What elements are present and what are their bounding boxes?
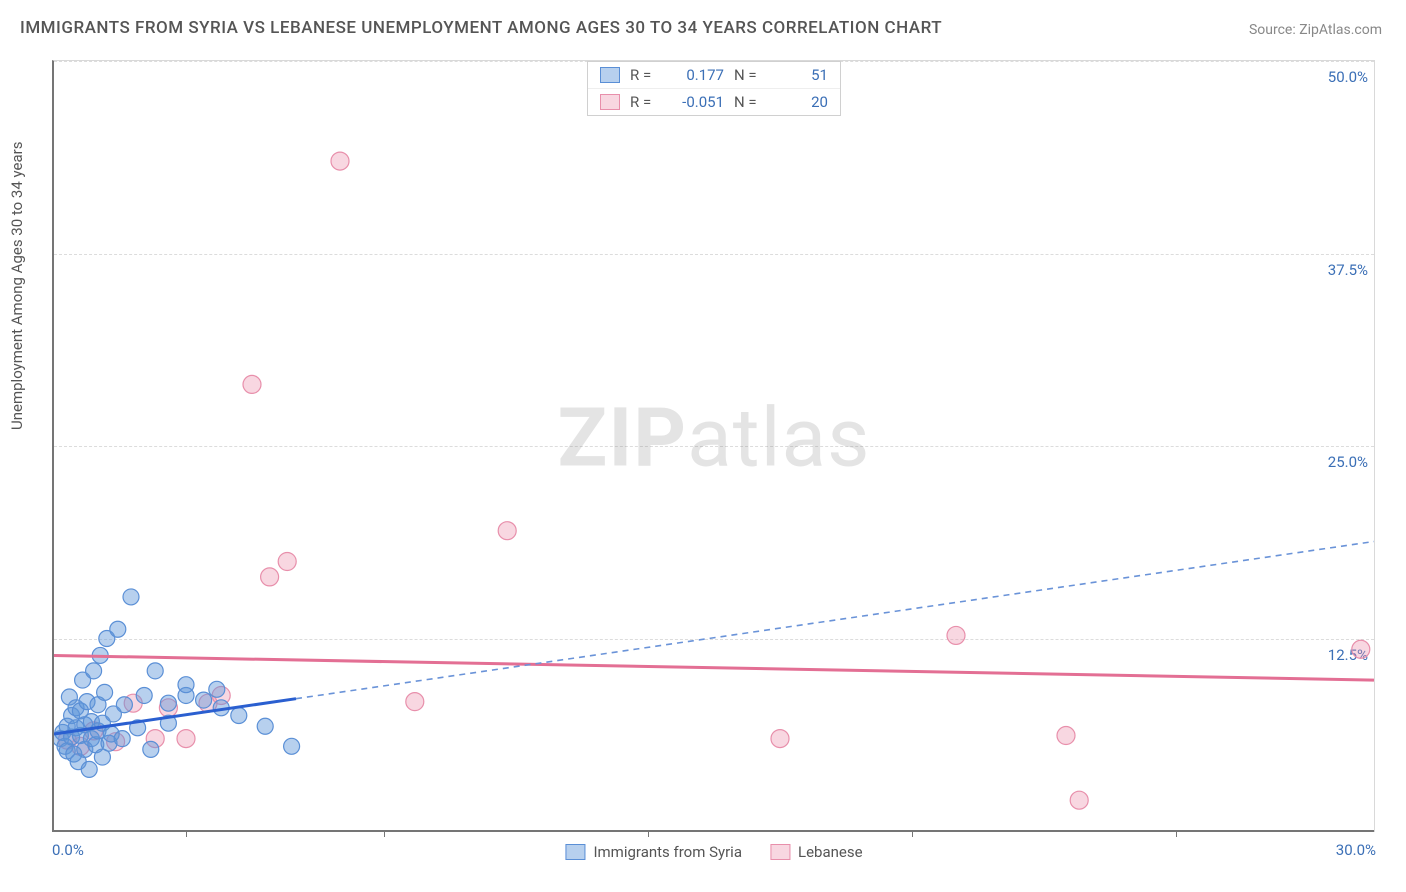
- x-tick: [186, 831, 187, 837]
- x-tick: [912, 831, 913, 837]
- series-legend: Immigrants from Syria Lebanese: [565, 843, 862, 861]
- legend-item-1: Immigrants from Syria: [565, 843, 742, 861]
- chart-title: IMMIGRANTS FROM SYRIA VS LEBANESE UNEMPL…: [20, 18, 942, 38]
- swatch-series-1: [600, 67, 620, 83]
- n-value-2: 20: [772, 93, 828, 111]
- correlation-legend: R = 0.177 N = 51 R = -0.051 N = 20: [587, 61, 841, 116]
- r-label: R =: [630, 66, 658, 84]
- y-axis-label: Unemployment Among Ages 30 to 34 years: [8, 142, 26, 430]
- legend-row-2: R = -0.051 N = 20: [588, 88, 840, 115]
- x-min-label: 0.0%: [52, 841, 84, 859]
- r-value-1: 0.177: [668, 66, 724, 84]
- x-tick: [384, 831, 385, 837]
- swatch-series-2: [600, 94, 620, 110]
- legend-item-2: Lebanese: [770, 843, 863, 861]
- x-max-label: 30.0%: [1336, 841, 1376, 859]
- r-label: R =: [630, 93, 658, 111]
- n-label: N =: [734, 93, 762, 111]
- legend-label-1: Immigrants from Syria: [593, 843, 742, 861]
- n-value-1: 51: [772, 66, 828, 84]
- r-value-2: -0.051: [668, 93, 724, 111]
- legend-row-1: R = 0.177 N = 51: [588, 62, 840, 88]
- legend-label-2: Lebanese: [798, 843, 863, 861]
- swatch-bottom-2: [770, 844, 790, 860]
- swatch-bottom-1: [565, 844, 585, 860]
- chart-svg: [54, 61, 1374, 831]
- x-tick: [1176, 831, 1177, 837]
- plot-area: ZIPatlas R = 0.177 N = 51 R = -0.051 N =…: [52, 60, 1375, 832]
- source-attribution: Source: ZipAtlas.com: [1249, 22, 1382, 38]
- x-tick: [648, 831, 649, 837]
- n-label: N =: [734, 66, 762, 84]
